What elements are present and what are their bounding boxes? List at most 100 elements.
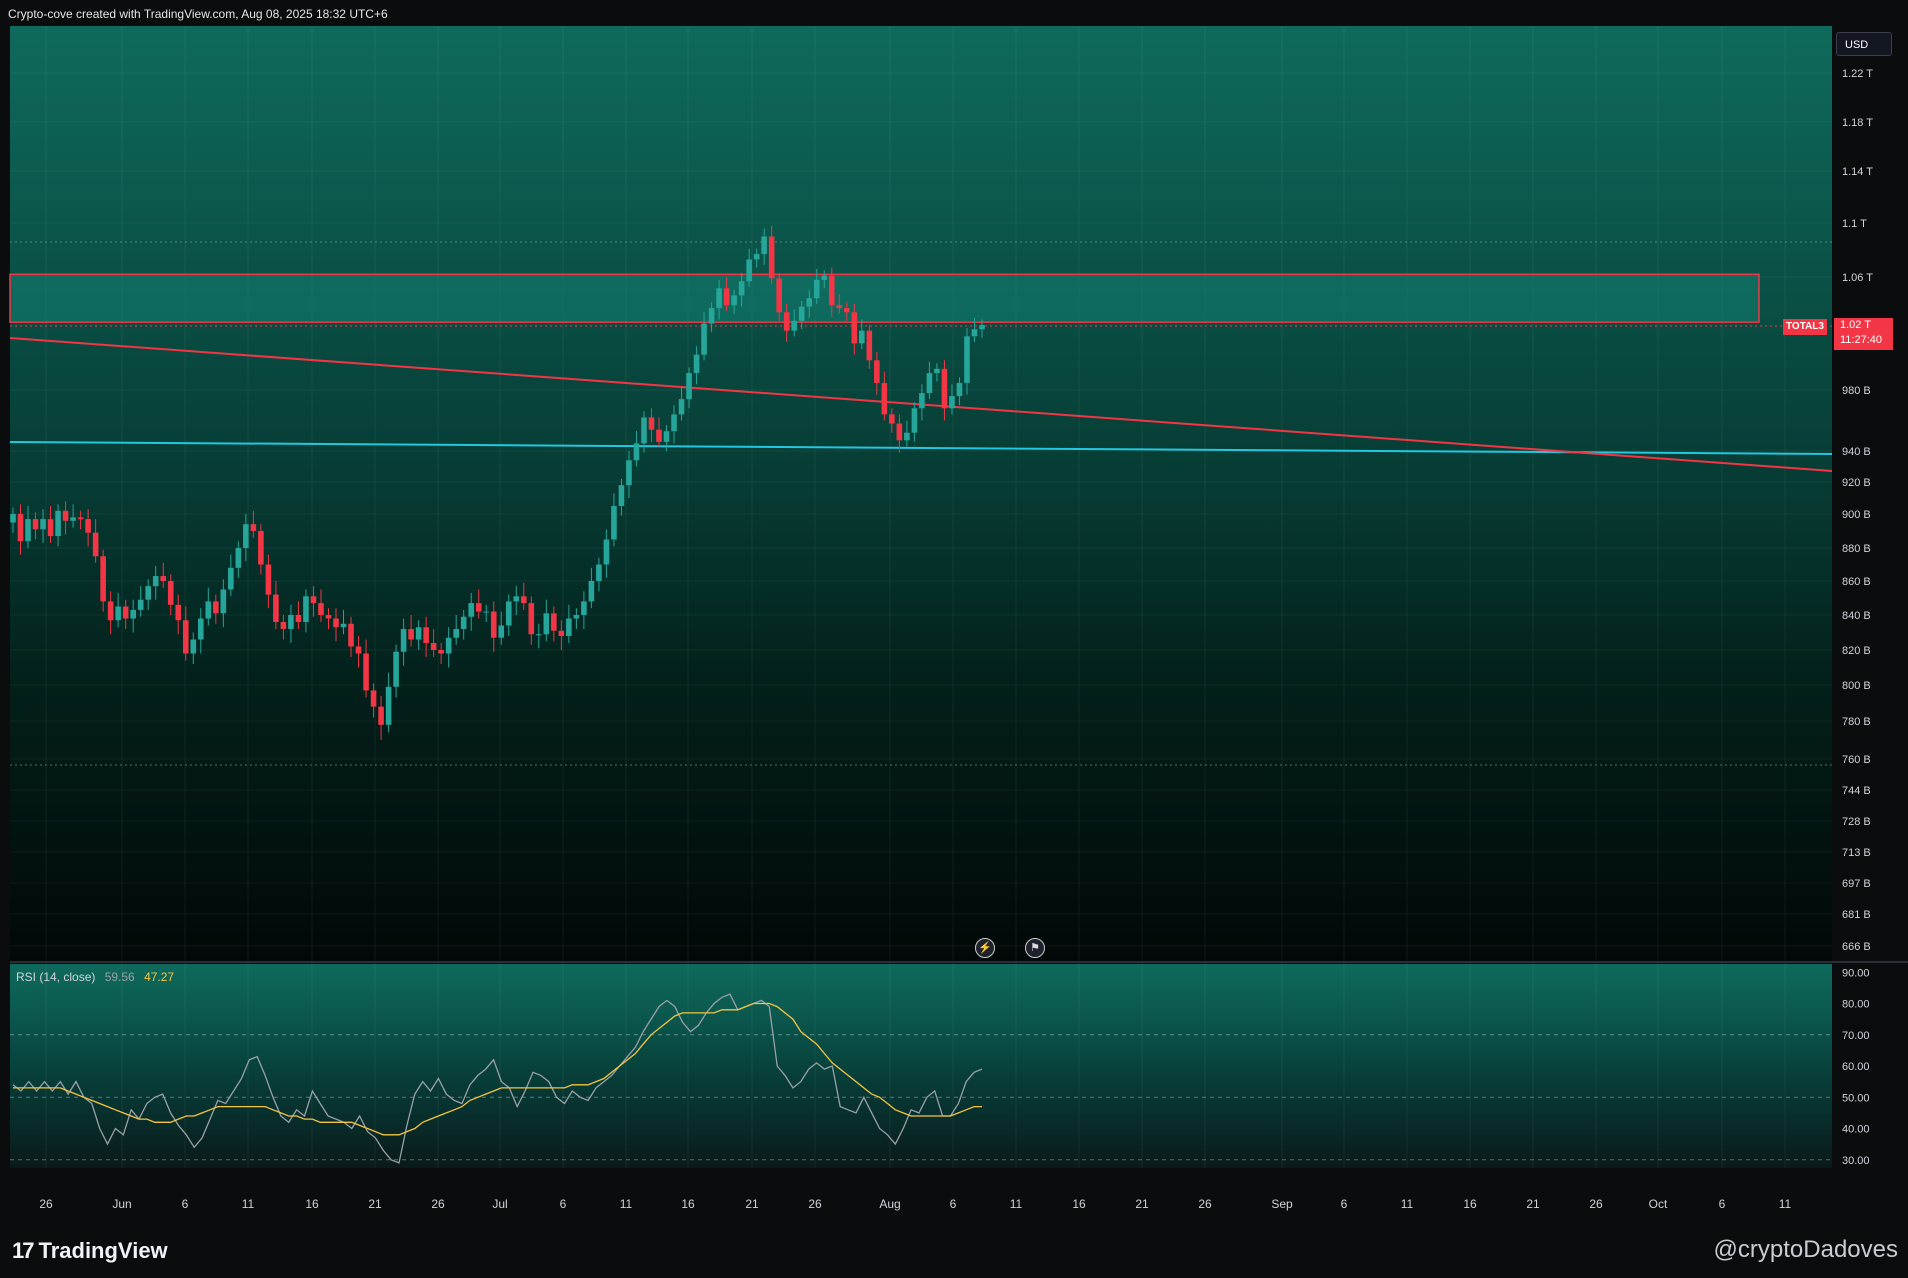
candle-body xyxy=(145,586,152,600)
rsi-pane[interactable] xyxy=(10,964,1832,1168)
us-flag-icon[interactable]: ⚑ xyxy=(1025,938,1045,958)
candle-body xyxy=(791,320,798,331)
candle-body xyxy=(205,601,212,619)
price-tick-label: 1.18 T xyxy=(1842,117,1873,129)
candle-body xyxy=(904,432,910,441)
time-tick-label: Sep xyxy=(1271,1197,1293,1211)
candle-body xyxy=(746,259,752,282)
time-tick-label: 26 xyxy=(808,1197,822,1211)
candle-body xyxy=(137,599,144,610)
candle-body xyxy=(340,623,347,628)
price-tick-label: 860 B xyxy=(1842,576,1871,588)
price-tick-label: 760 B xyxy=(1842,754,1871,766)
rsi-legend[interactable]: RSI (14, close) 59.56 47.27 xyxy=(16,970,174,984)
rsi-label: RSI (14, close) xyxy=(16,970,96,984)
time-tick-label: 6 xyxy=(1341,1197,1348,1211)
time-tick-label: Aug xyxy=(879,1197,900,1211)
candle-body xyxy=(813,279,820,299)
candle-body xyxy=(626,460,632,486)
time-tick-label: Oct xyxy=(1649,1197,1668,1211)
time-tick-label: 26 xyxy=(1589,1197,1603,1211)
rsi-tick-label: 80.00 xyxy=(1842,999,1870,1011)
candle-body xyxy=(325,615,332,619)
logo-text: TradingView xyxy=(38,1238,168,1263)
candle-body xyxy=(798,306,805,321)
candle-body xyxy=(40,519,46,530)
time-tick-label: 21 xyxy=(745,1197,759,1211)
tradingview-logo[interactable]: 17 TradingView xyxy=(12,1238,168,1264)
rsi-value: 59.56 xyxy=(104,970,135,984)
price-tick-label: 980 B xyxy=(1842,385,1871,397)
footer xyxy=(0,1218,1908,1278)
candle-body xyxy=(17,514,24,542)
candle-body xyxy=(889,414,895,424)
candle-body xyxy=(62,510,69,521)
price-tick-label: 713 B xyxy=(1842,847,1871,859)
candle-body xyxy=(32,519,39,530)
candle-body xyxy=(370,690,377,707)
candle-body xyxy=(641,417,647,444)
resistance-zone xyxy=(9,273,1760,323)
candle-body xyxy=(250,524,257,531)
candle-body xyxy=(100,556,106,602)
candle-body xyxy=(498,625,505,638)
chart-header: Crypto-cove created with TradingView.com… xyxy=(8,7,388,21)
time-tick-label: 11 xyxy=(1010,1197,1023,1211)
candle-body xyxy=(333,618,339,628)
candle-body xyxy=(581,601,587,615)
candle-body xyxy=(648,417,655,430)
time-tick-label: 6 xyxy=(1719,1197,1726,1211)
time-scale[interactable] xyxy=(10,1168,1832,1218)
time-tick-label: 16 xyxy=(1072,1197,1086,1211)
candle-body xyxy=(445,637,452,654)
currency-button[interactable]: USD xyxy=(1836,32,1892,56)
price-tick-label: 820 B xyxy=(1842,645,1871,657)
price-tick-label: 840 B xyxy=(1842,610,1871,622)
candle-body xyxy=(956,382,963,397)
time-tick-label: 11 xyxy=(1401,1197,1414,1211)
price-tick-label: 800 B xyxy=(1842,680,1871,692)
candle-body xyxy=(70,517,76,521)
candle-body xyxy=(971,329,978,337)
candle-body xyxy=(197,618,204,640)
tv-mark-icon: 17 xyxy=(12,1238,35,1263)
candle-body xyxy=(273,594,279,622)
lightning-icon[interactable]: ⚡ xyxy=(975,938,995,958)
candle-body xyxy=(678,399,685,415)
candle-body xyxy=(693,354,700,374)
candle-body xyxy=(220,589,227,614)
candle-body xyxy=(520,596,527,604)
price-tick-label: 780 B xyxy=(1842,716,1871,728)
candle-body xyxy=(190,639,197,654)
candle-body xyxy=(152,576,159,587)
price-pane[interactable] xyxy=(10,26,1832,962)
candle-body xyxy=(363,653,369,691)
candle-body xyxy=(761,236,767,255)
time-tick-label: 26 xyxy=(39,1197,53,1211)
price-tick-label: 697 B xyxy=(1842,878,1871,890)
time-tick-label: 6 xyxy=(560,1197,567,1211)
price-tick-label: 900 B xyxy=(1842,509,1871,521)
candle-body xyxy=(896,423,903,441)
candle-body xyxy=(167,581,174,605)
price-tick-label: 744 B xyxy=(1842,785,1871,797)
rsi-line xyxy=(12,993,983,1164)
candle-body xyxy=(821,275,828,280)
candle-body xyxy=(423,627,429,643)
candle-body xyxy=(77,517,84,520)
candle-body xyxy=(393,651,399,687)
resistance-zone-rect xyxy=(9,273,1760,323)
price-scale[interactable] xyxy=(1832,26,1908,1168)
candle-body xyxy=(874,360,880,383)
candle-body xyxy=(828,275,835,306)
time-tick-label: 21 xyxy=(368,1197,382,1211)
price-tick-label: 666 B xyxy=(1842,941,1871,953)
candle-body xyxy=(475,603,482,612)
time-tick-label: 6 xyxy=(950,1197,957,1211)
rsi-ma-value: 47.27 xyxy=(144,970,175,984)
candle-body xyxy=(776,278,782,313)
candle-body xyxy=(558,630,565,636)
price-tick-label: 1.06 T xyxy=(1842,272,1873,284)
candle-body xyxy=(979,325,985,330)
